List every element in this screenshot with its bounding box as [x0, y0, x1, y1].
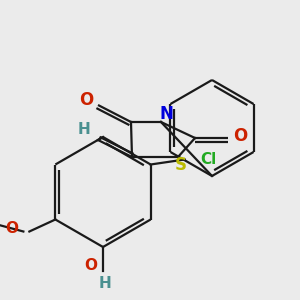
Text: O: O	[85, 257, 98, 272]
Text: O: O	[79, 91, 93, 109]
Text: N: N	[159, 105, 173, 123]
Text: H: H	[99, 277, 111, 292]
Text: H: H	[78, 122, 90, 137]
Text: Cl: Cl	[200, 152, 217, 167]
Text: O: O	[233, 127, 247, 145]
Text: S: S	[175, 156, 187, 174]
Text: O: O	[5, 221, 18, 236]
